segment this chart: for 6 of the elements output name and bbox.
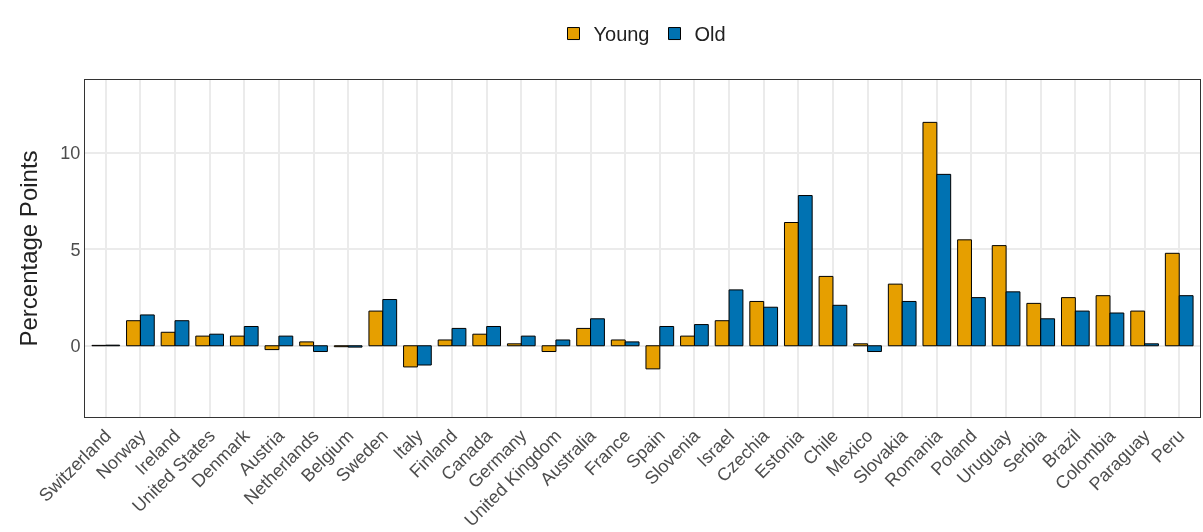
legend-label: Young — [593, 23, 650, 46]
y-tick-label: 5 — [70, 239, 81, 260]
y-tick-label: 0 — [70, 336, 81, 357]
legend-label: Old — [694, 23, 726, 46]
y-axis-title: Percentage Points — [15, 150, 43, 347]
y-tick-label: 10 — [60, 143, 81, 164]
